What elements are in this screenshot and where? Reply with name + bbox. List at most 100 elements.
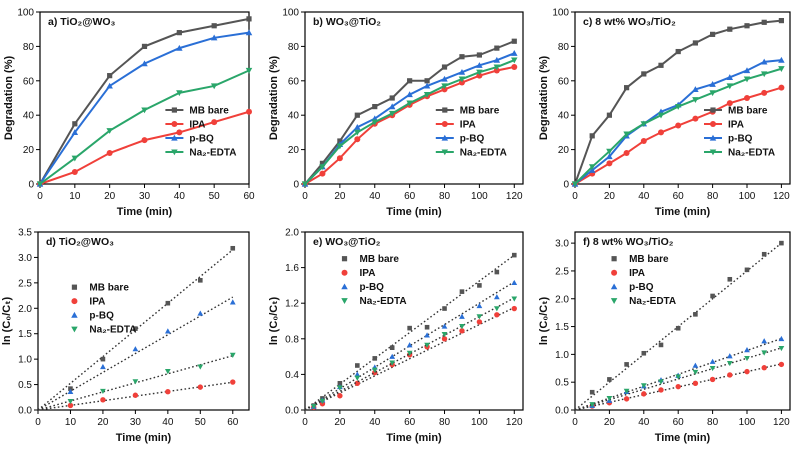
y-tick-label: 60 bbox=[288, 76, 300, 87]
data-point bbox=[692, 97, 699, 103]
data-point bbox=[511, 38, 517, 44]
legend-swatch-marker bbox=[341, 256, 348, 262]
series-ipa bbox=[37, 108, 252, 187]
data-point bbox=[658, 379, 664, 385]
data-point bbox=[726, 74, 734, 80]
data-point bbox=[743, 76, 751, 83]
x-tick-label: 0 bbox=[302, 417, 308, 428]
data-point bbox=[100, 388, 106, 395]
data-point bbox=[511, 50, 518, 56]
legend-label: IPA bbox=[460, 120, 476, 131]
data-point bbox=[354, 112, 360, 118]
data-point bbox=[709, 376, 716, 383]
legend-label: MB bare bbox=[460, 106, 500, 117]
series-na-edta bbox=[574, 345, 785, 411]
legend-label: MB bare bbox=[189, 106, 229, 117]
data-point bbox=[141, 60, 148, 67]
data-point bbox=[406, 350, 413, 356]
legend-swatch-marker bbox=[71, 326, 78, 333]
chart-panel-5: 0 20 40 60 80 100 120 0.0 0.4 0.8 1.2 1.6 2.0 Time (m… bbox=[268, 228, 524, 444]
data-point bbox=[692, 369, 699, 376]
y-tick-label: 20 bbox=[288, 145, 300, 156]
legend-swatch-marker bbox=[171, 149, 178, 156]
data-point bbox=[760, 71, 768, 78]
x-tick-label: 50 bbox=[209, 191, 221, 202]
data-point bbox=[176, 44, 183, 51]
data-point bbox=[761, 338, 768, 344]
data-point bbox=[132, 346, 139, 352]
data-point bbox=[692, 115, 699, 122]
data-point bbox=[760, 58, 768, 65]
panel-title: f) 8 wt% WO₃/TiO₂ bbox=[583, 236, 674, 248]
y-tick-label: 3.0 bbox=[555, 239, 569, 250]
data-point bbox=[778, 66, 785, 73]
legend-label: MB bare bbox=[629, 254, 669, 265]
x-tick-label: 80 bbox=[439, 417, 451, 428]
legend-label: IPA bbox=[360, 268, 376, 279]
data-point bbox=[176, 30, 182, 36]
x-axis-title: Time (min) bbox=[386, 206, 442, 218]
x-tick-label: 60 bbox=[404, 417, 416, 428]
data-point bbox=[692, 380, 699, 386]
data-point bbox=[623, 388, 630, 394]
data-point bbox=[476, 52, 482, 58]
y-tick-label: 20 bbox=[558, 145, 570, 156]
data-point bbox=[571, 181, 579, 188]
data-point bbox=[476, 302, 483, 309]
data-point bbox=[100, 356, 106, 362]
legend-label: p-BQ bbox=[360, 282, 385, 293]
data-point bbox=[589, 389, 595, 395]
data-point bbox=[493, 64, 501, 71]
x-axis-title: Time (min) bbox=[116, 432, 172, 444]
y-tick-label: 2.5 bbox=[555, 266, 569, 277]
legend-swatch-marker bbox=[610, 298, 618, 304]
data-point bbox=[606, 160, 613, 167]
x-axis-title: Time (min) bbox=[117, 206, 173, 218]
data-point bbox=[744, 355, 750, 362]
data-point bbox=[198, 278, 203, 283]
data-point bbox=[68, 386, 73, 391]
data-point bbox=[640, 383, 647, 389]
data-point bbox=[727, 276, 733, 282]
y-tick-label: 100 bbox=[552, 8, 569, 19]
data-point bbox=[337, 385, 343, 391]
x-tick-label: 50 bbox=[195, 417, 207, 428]
series-line bbox=[39, 69, 250, 185]
data-point bbox=[710, 293, 715, 299]
data-point bbox=[624, 85, 630, 91]
data-point bbox=[744, 347, 750, 353]
data-point bbox=[761, 365, 767, 371]
series-ipa bbox=[572, 84, 785, 187]
data-point bbox=[623, 131, 630, 138]
legend-label: Na₂-EDTA bbox=[89, 325, 136, 336]
data-point bbox=[319, 160, 326, 166]
y-axis-title: Degradation (%) bbox=[268, 55, 280, 140]
panel-title: d) TiO₂@WO₃ bbox=[46, 236, 114, 248]
legend-swatch-marker bbox=[171, 121, 178, 128]
data-point bbox=[458, 68, 466, 75]
legend-swatch-marker bbox=[441, 149, 449, 156]
x-tick-label: 120 bbox=[506, 417, 523, 428]
data-point bbox=[388, 110, 396, 117]
series-na-edta bbox=[304, 296, 518, 411]
legend-label: Na₂-EDTA bbox=[360, 296, 407, 307]
data-point bbox=[406, 342, 413, 348]
data-point bbox=[372, 104, 378, 110]
data-point bbox=[211, 23, 217, 29]
data-point bbox=[778, 335, 785, 342]
y-tick-label: 100 bbox=[17, 8, 34, 19]
data-point bbox=[493, 294, 500, 300]
data-point bbox=[624, 362, 629, 367]
data-point bbox=[709, 365, 716, 372]
legend-swatch-marker bbox=[441, 134, 449, 141]
data-point bbox=[141, 107, 148, 114]
legend-swatch-marker bbox=[341, 269, 348, 276]
data-point bbox=[165, 388, 171, 395]
x-axis-title: Time (min) bbox=[386, 432, 442, 444]
data-point bbox=[319, 164, 326, 171]
data-point bbox=[245, 29, 253, 36]
y-axis-title: ln (C₀/Cₜ) bbox=[268, 297, 280, 346]
legend-label: Na₂-EDTA bbox=[629, 296, 676, 307]
data-point bbox=[36, 181, 44, 188]
y-tick-label: 80 bbox=[558, 42, 570, 53]
